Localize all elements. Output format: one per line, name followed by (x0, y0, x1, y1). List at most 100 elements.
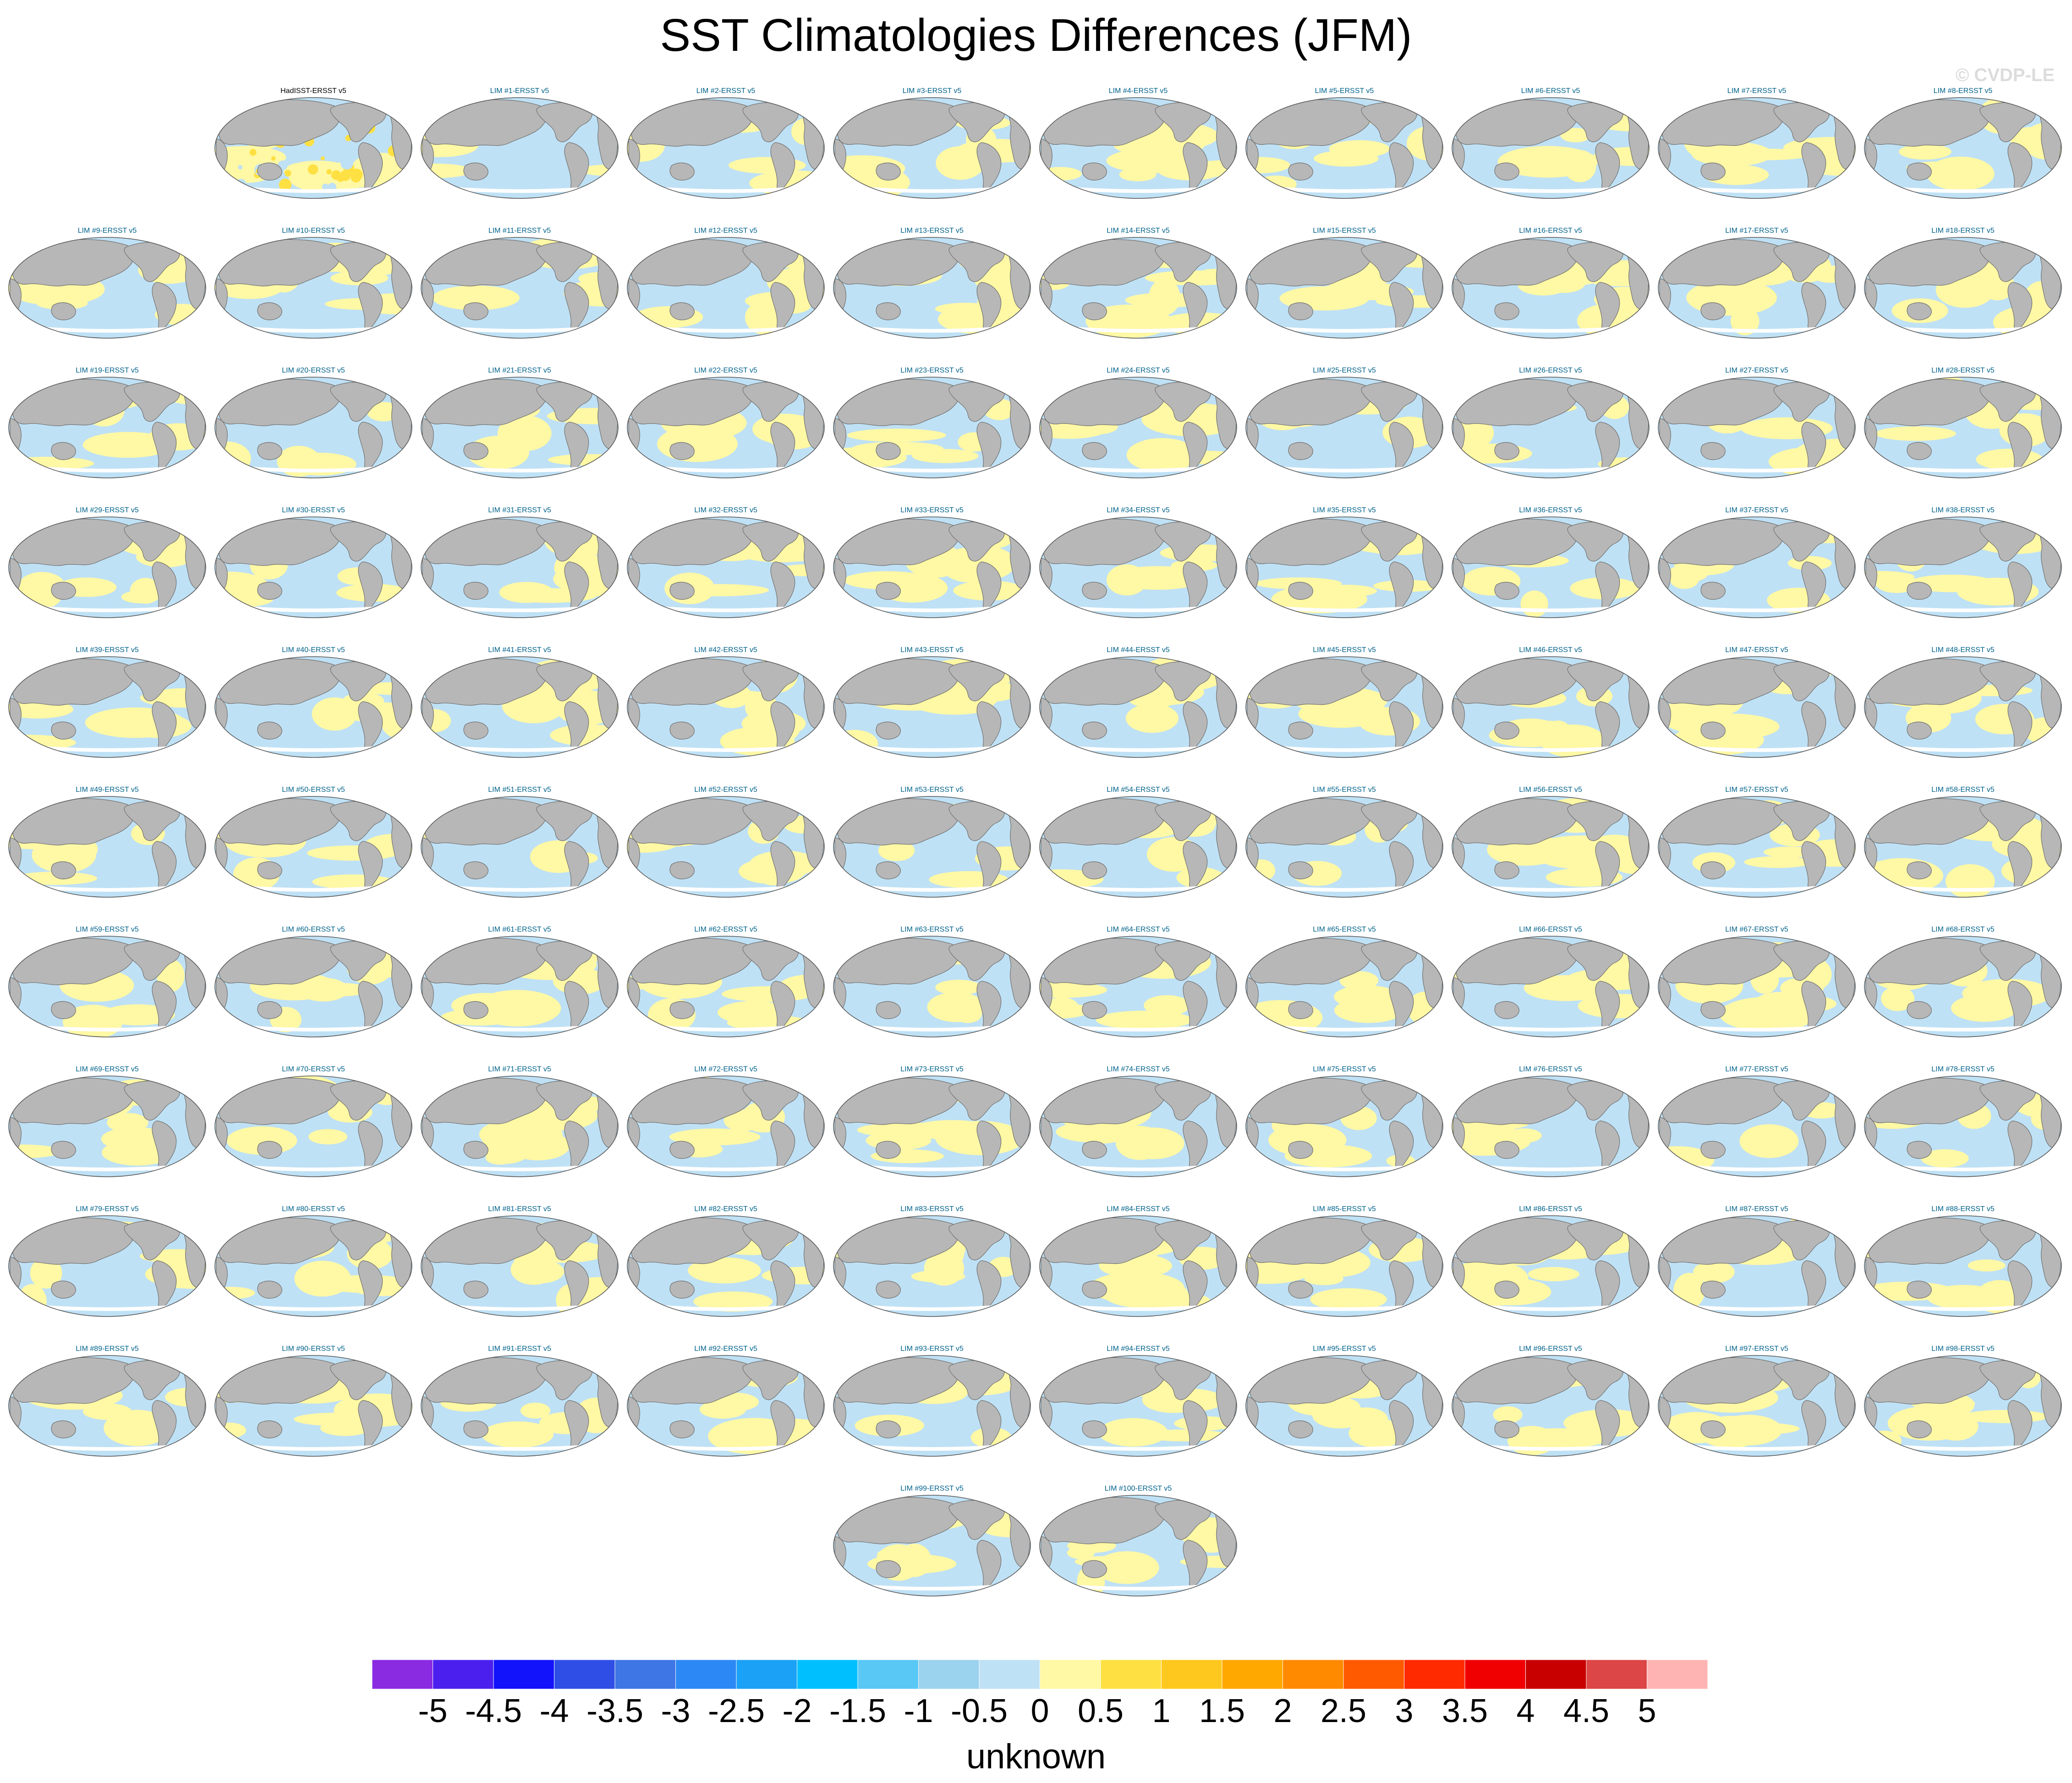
positive-anomaly-region (550, 724, 618, 746)
sea-ice-edge (1262, 186, 1427, 193)
land-mass (463, 162, 488, 181)
sea-ice-edge (1674, 745, 1839, 752)
map-outline (833, 1355, 1031, 1457)
map-panel: LIM #89-ERSST v5 (8, 1345, 206, 1457)
map-outline (8, 377, 206, 478)
map-outline (1864, 796, 2062, 898)
panel-title: LIM #28-ERSST v5 (1931, 367, 1995, 374)
land-mass (463, 1001, 488, 1019)
map-outline (1039, 796, 1237, 898)
panel-title: LIM #26-ERSST v5 (1519, 367, 1582, 374)
map-outline (833, 656, 1031, 758)
sea-ice-edge (850, 1024, 1014, 1031)
positive-anomaly-region (1739, 1124, 1799, 1158)
sea-ice-edge (25, 1024, 190, 1031)
colorbar-tick-label: 5 (1638, 1693, 1656, 1729)
positive-anomaly-region (312, 874, 395, 889)
map-panel: LIM #82-ERSST v5 (627, 1205, 825, 1317)
sea-ice-edge (1468, 325, 1633, 333)
positive-anomaly-region (954, 1005, 982, 1023)
map-outline (1452, 796, 1650, 898)
panel-title: LIM #57-ERSST v5 (1725, 786, 1788, 794)
positive-anomaly-region (1067, 1546, 1095, 1559)
map-panel: HadISST-ERSST v5 (214, 87, 412, 199)
map-outline (1864, 1075, 2062, 1177)
sea-ice-edge (1468, 745, 1633, 752)
panel-title: LIM #29-ERSST v5 (76, 506, 139, 514)
land-mass (463, 861, 488, 879)
land-mass (1700, 162, 1726, 181)
positive-anomaly-region (499, 582, 554, 603)
panel-title: LIM #3-ERSST v5 (903, 87, 962, 95)
watermark: © CVDP-LE (1955, 65, 2055, 85)
panel-title: LIM #27-ERSST v5 (1725, 367, 1788, 374)
colorbar-tick-label: 1.5 (1199, 1693, 1245, 1729)
sea-ice-edge (231, 325, 396, 333)
sea-ice-edge (25, 745, 190, 752)
map-outline (1864, 377, 2062, 478)
sea-ice-edge (643, 1024, 808, 1031)
positive-anomaly-region (1961, 1410, 2049, 1423)
map-outline (1658, 377, 1856, 478)
positive-anomaly-region (101, 1127, 169, 1151)
sea-ice-edge (1468, 1164, 1633, 1171)
map-panel: LIM #51-ERSST v5 (421, 786, 619, 898)
positive-anomaly-region (9, 1144, 60, 1158)
land-mass (1082, 1420, 1107, 1438)
land-mass (257, 861, 282, 879)
colorbar-tick-label: -5 (418, 1693, 447, 1729)
sea-ice-edge (850, 325, 1014, 333)
panel-title: LIM #19-ERSST v5 (76, 367, 139, 374)
sea-ice-edge (437, 186, 602, 193)
panel-title: LIM #78-ERSST v5 (1931, 1065, 1995, 1073)
positive-anomaly-region (215, 571, 270, 604)
map-panel: LIM #83-ERSST v5 (833, 1205, 1031, 1317)
map-outline (421, 656, 619, 758)
positive-anomaly-region (1679, 713, 1780, 740)
panel-title: LIM #36-ERSST v5 (1519, 506, 1582, 514)
sea-ice-edge (1674, 325, 1839, 333)
map-panel: LIM #63-ERSST v5 (833, 926, 1031, 1037)
positive-anomaly-region (1141, 402, 1237, 437)
map-outline (214, 656, 412, 758)
sea-ice-edge (437, 1443, 602, 1451)
map-panel: LIM #62-ERSST v5 (627, 926, 825, 1037)
land-mass (669, 162, 695, 181)
colorbar-tick-label: -1 (904, 1693, 933, 1729)
colorbar-swatch (736, 1659, 797, 1690)
panel-title: LIM #11-ERSST v5 (488, 227, 551, 235)
sea-ice-edge (1262, 1164, 1427, 1171)
map-outline (214, 1355, 412, 1457)
map-outline (1039, 1355, 1237, 1457)
map-outline (1452, 1215, 1650, 1317)
map-outline (421, 237, 619, 339)
colorbar-swatch (493, 1659, 554, 1690)
map-outline (1452, 377, 1650, 478)
land-mass (257, 162, 282, 181)
sea-ice-edge (1056, 1024, 1221, 1031)
map-panel: LIM #20-ERSST v5 (214, 367, 412, 478)
map-outline (1039, 1495, 1237, 1596)
map-panel: LIM #92-ERSST v5 (627, 1345, 825, 1457)
land-mass (257, 1280, 282, 1299)
sea-ice-edge (643, 465, 808, 472)
land-mass (876, 442, 901, 460)
panel-title: LIM #14-ERSST v5 (1107, 227, 1170, 235)
positive-anomaly-region (688, 1257, 761, 1284)
panel-title: LIM #31-ERSST v5 (488, 506, 551, 514)
positive-anomaly-region (1881, 986, 1915, 1011)
panel-title: LIM #48-ERSST v5 (1931, 646, 1995, 654)
panel-title: LIM #93-ERSST v5 (900, 1345, 964, 1353)
land-mass (1082, 1141, 1107, 1159)
land-mass (1494, 302, 1519, 320)
map-outline (1864, 656, 2062, 758)
panel-title: LIM #87-ERSST v5 (1725, 1205, 1788, 1213)
positive-anomaly-region (17, 1284, 47, 1317)
map-outline (1452, 97, 1650, 199)
map-panel: LIM #21-ERSST v5 (421, 367, 619, 478)
panel-title: LIM #30-ERSST v5 (282, 506, 345, 514)
positive-anomaly-region (294, 1412, 379, 1426)
positive-anomaly-region (298, 977, 349, 1002)
land-mass (463, 1141, 488, 1159)
land-mass (257, 1001, 282, 1019)
